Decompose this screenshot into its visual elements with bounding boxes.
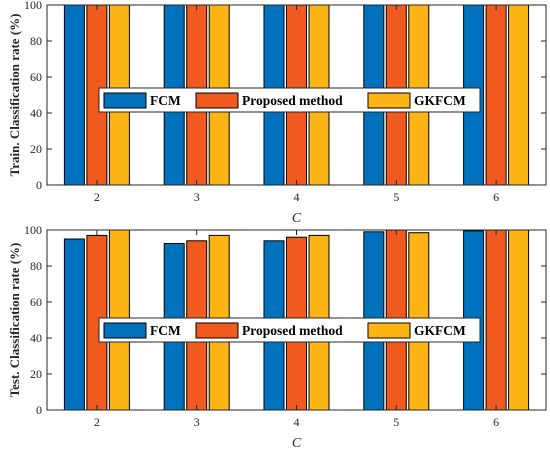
test-xtick-label: 3 [194, 415, 200, 429]
train-bar-gkfcm-c6 [508, 4, 530, 186]
test-legend-label-gkfcm: GKFCM [414, 323, 466, 338]
test-legend-swatch-fcm [103, 322, 147, 339]
train-xtick-label: 4 [294, 190, 300, 204]
train-ytick-label: 80 [30, 34, 42, 48]
test-bar-proposed-method-c6 [485, 229, 507, 411]
test-xtick-label: 6 [493, 415, 499, 429]
train-legend-label-proposed-method: Proposed method [242, 93, 343, 108]
test-ytick-label: 40 [30, 331, 42, 345]
test-ytick-label: 20 [30, 367, 42, 381]
train-ytick-label: 60 [30, 70, 42, 84]
test-legend-swatch-proposed-method [195, 322, 239, 339]
test-x-axis-label: C [292, 436, 302, 451]
test-legend-box [98, 317, 481, 343]
test-ytick-label: 100 [24, 223, 42, 237]
train-legend-box [98, 87, 481, 113]
train-legend-swatch-fcm [103, 92, 147, 109]
test-ytick-label: 80 [30, 259, 42, 273]
train-ytick-label: 20 [30, 142, 42, 156]
test-bar-fcm-c2 [63, 238, 85, 411]
train-xtick-label: 2 [94, 190, 100, 204]
train-bar-proposed-method-c6 [485, 4, 507, 186]
train-xtick-label: 5 [393, 190, 399, 204]
train-legend-label-gkfcm: GKFCM [414, 93, 466, 108]
test-xtick-label: 4 [294, 415, 300, 429]
train-legend: FCM Proposed method GKFCM [98, 87, 481, 113]
train-legend-swatch-proposed-method [195, 92, 239, 109]
test-ytick-label: 60 [30, 295, 42, 309]
train-xtick-label: 3 [194, 190, 200, 204]
train-chart-panel: 0 20 40 60 80 100 2 3 4 5 6 C Train. Classification … [7, 0, 547, 226]
train-ytick-label: 40 [30, 106, 42, 120]
test-bar-gkfcm-c6 [508, 229, 530, 411]
test-legend: FCM Proposed method GKFCM [98, 317, 481, 343]
train-x-axis-label: C [292, 211, 302, 226]
test-legend-label-proposed-method: Proposed method [242, 323, 343, 338]
train-y-axis-label: Train. Classification rate (%) [7, 14, 22, 177]
test-y-axis-label: Test. Classification rate (%) [7, 243, 22, 398]
test-legend-swatch-gkfcm [367, 322, 411, 339]
train-xtick-label: 6 [493, 190, 499, 204]
test-chart-panel: 0 20 40 60 80 100 2 3 4 5 6 C Test. Classification r… [7, 223, 547, 451]
train-bar-fcm-c2 [63, 4, 85, 186]
test-ytick-label: 0 [36, 403, 42, 417]
train-ytick-label: 100 [24, 0, 42, 12]
test-xtick-label: 5 [393, 415, 399, 429]
train-ytick-label: 0 [36, 178, 42, 192]
train-legend-swatch-gkfcm [367, 92, 411, 109]
test-legend-label-fcm: FCM [150, 323, 181, 338]
test-xtick-label: 2 [94, 415, 100, 429]
train-legend-label-fcm: FCM [150, 93, 181, 108]
